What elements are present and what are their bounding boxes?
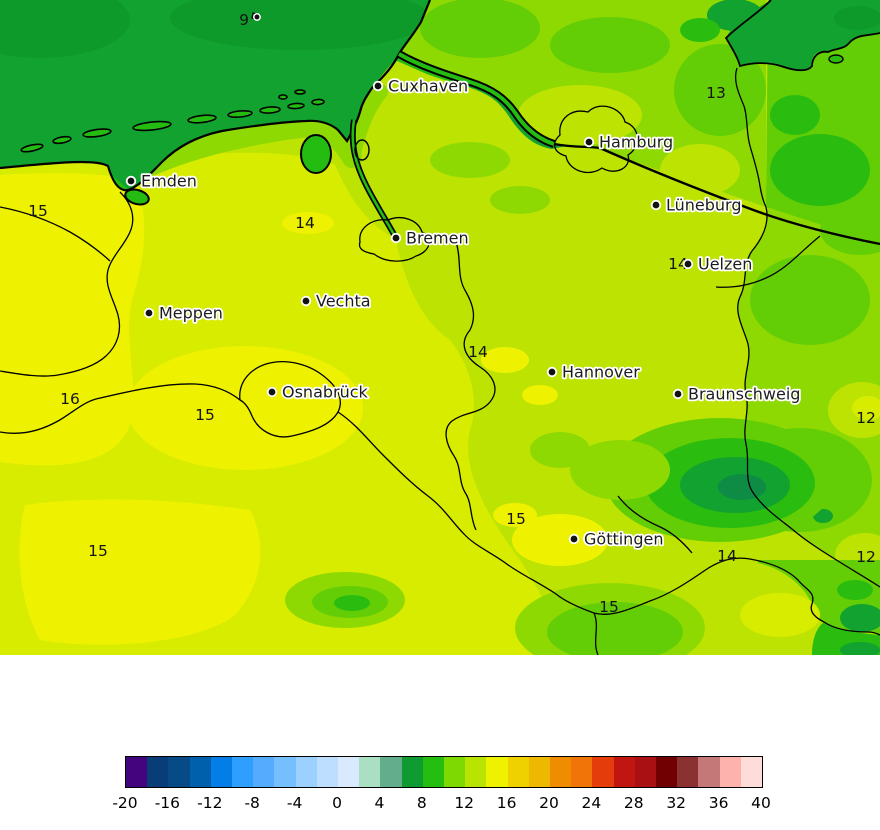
city-marker: Osnabrück [266, 381, 370, 403]
city-marker: Bremen [390, 227, 470, 249]
city-marker: Göttingen [568, 528, 665, 550]
city-dot [372, 80, 384, 92]
city-label: Göttingen [584, 530, 663, 549]
temp-value-label: 15 [506, 510, 526, 528]
region-yellow-patches [0, 173, 608, 645]
region-bottom-right [740, 560, 880, 655]
elbe-estuary [397, 50, 601, 150]
temperature-map: 9 13 15 14 14 14 16 15 12 15 15 14 12 15 Cuxhaven Hamb… [0, 0, 880, 655]
city-marker: Hannover [546, 361, 642, 383]
city-label: Cuxhaven [388, 77, 468, 96]
city-dot [583, 136, 595, 148]
city-label: Braunschweig [688, 385, 800, 404]
city-marker: Lüneburg [650, 194, 743, 216]
city-label: Bremen [406, 229, 469, 248]
temp-value-label: 9 [239, 11, 249, 29]
temp-value-label: 15 [88, 542, 108, 560]
city-label: Osnabrück [282, 383, 369, 402]
city-label: Emden [141, 172, 197, 191]
temp-value-label: 14 [295, 214, 315, 232]
city-label: Vechta [316, 292, 371, 311]
city-dot [650, 199, 662, 211]
city-marker: Hamburg [583, 131, 675, 153]
temp-value-label: 15 [28, 202, 48, 220]
temp-value-label: 15 [599, 598, 619, 616]
sea-station-dot [253, 13, 261, 21]
map-canvas: 9 13 15 14 14 14 16 15 12 15 15 14 12 15 Cuxhaven Hamb… [0, 0, 880, 655]
harz-mountains [605, 418, 835, 542]
city-label: Hamburg [599, 133, 673, 152]
temperature-labels: 9 13 15 14 14 14 16 15 12 15 15 14 12 15 [28, 11, 876, 616]
city-dot [390, 232, 402, 244]
city-dot [682, 258, 694, 270]
region-mv-patches [770, 95, 870, 206]
city-dot [143, 307, 155, 319]
city-label: Hannover [562, 363, 640, 382]
city-dot [672, 388, 684, 400]
city-marker: Cuxhaven [372, 75, 470, 97]
city-markers: Cuxhaven Hamburg Emden Lüneburg Bremen Uelzen… [125, 75, 802, 550]
temp-value-label: 14 [468, 343, 488, 361]
info-panel: Temperatur in 2m (in °C) Modell: ICON-D2… [0, 655, 880, 830]
baltic-sea [724, 0, 880, 72]
borders [0, 67, 880, 655]
city-dot [568, 533, 580, 545]
city-marker: Vechta [300, 290, 372, 312]
temp-value-label: 12 [856, 548, 876, 566]
city-marker: Meppen [143, 302, 225, 324]
frisian-islands [20, 89, 325, 153]
city-label: Lüneburg [666, 196, 742, 215]
city-marker: Uelzen [682, 253, 754, 275]
city-marker: Braunschweig [672, 383, 802, 405]
temp-value-label: 16 [60, 390, 80, 408]
city-dot [300, 295, 312, 307]
city-label: Uelzen [698, 255, 752, 274]
temp-value-label: 15 [195, 406, 215, 424]
elbe-river [599, 146, 880, 246]
city-label: Meppen [159, 304, 223, 323]
temp-value-label: 14 [668, 255, 688, 273]
city-dot [266, 386, 278, 398]
weser-and-bays [124, 119, 399, 240]
temp-value-label: 13 [706, 84, 726, 102]
temp-value-label: 12 [856, 409, 876, 427]
temp-value-label: 14 [717, 547, 737, 565]
city-dot [125, 175, 137, 187]
city-marker: Emden [125, 170, 199, 192]
region-south-patches [285, 142, 705, 655]
city-dot [546, 366, 558, 378]
